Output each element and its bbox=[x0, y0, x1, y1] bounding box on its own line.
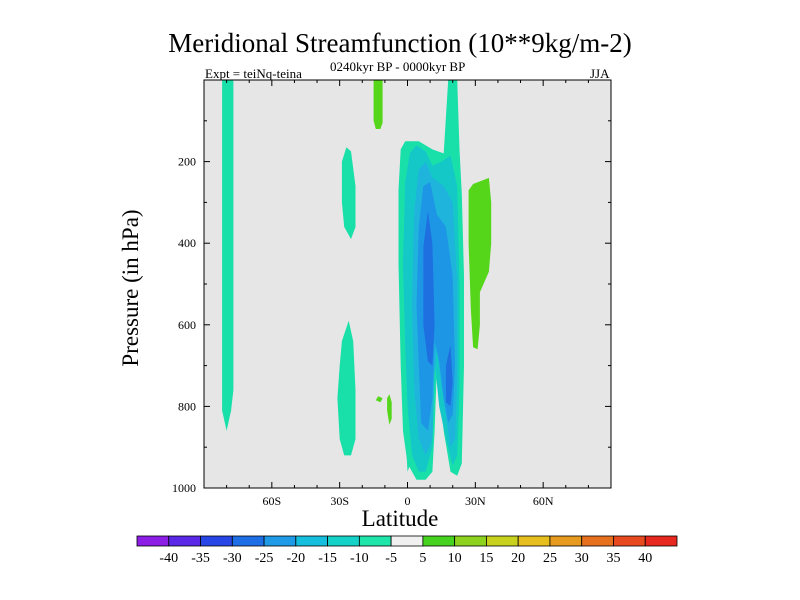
colorbar-label: -25 bbox=[255, 551, 274, 566]
colorbar-label: 40 bbox=[638, 551, 652, 566]
x-tick-label: 60S bbox=[262, 494, 281, 508]
colorbar-box bbox=[390, 535, 424, 547]
colorbar-box bbox=[454, 535, 487, 547]
colorbar-label: -30 bbox=[223, 551, 242, 566]
contour-region bbox=[445, 345, 453, 407]
colorbar-box bbox=[613, 535, 646, 547]
colorbar-box bbox=[168, 535, 201, 547]
colorbar-box bbox=[200, 535, 233, 547]
chart-subtitle-period: 0240kyr BP - 0000kyr BP bbox=[330, 59, 466, 74]
colorbar-label: 15 bbox=[479, 551, 493, 566]
colorbar-box bbox=[231, 535, 265, 547]
y-tick-label: 1000 bbox=[172, 481, 196, 495]
colorbar-box bbox=[295, 535, 328, 547]
colorbar-label: 35 bbox=[606, 551, 620, 566]
colorbar-box bbox=[327, 535, 360, 547]
contour-region bbox=[222, 80, 234, 431]
x-tick-label: 30S bbox=[330, 494, 349, 508]
chart-subtitle-season: JJA bbox=[590, 66, 610, 81]
colorbar-box bbox=[422, 535, 456, 547]
contour-region bbox=[375, 396, 383, 403]
y-tick-label: 600 bbox=[178, 318, 196, 332]
contour-region bbox=[423, 210, 435, 366]
colorbar-label: 10 bbox=[448, 551, 462, 566]
contour-region bbox=[387, 394, 392, 425]
colorbar-label: -10 bbox=[350, 551, 369, 566]
chart-title: Meridional Streamfunction (10**9kg/m-2) bbox=[168, 28, 632, 58]
colorbar-label: -5 bbox=[385, 551, 397, 566]
colorbar-box bbox=[263, 535, 297, 547]
colorbar-label: -15 bbox=[318, 551, 337, 566]
y-tick-label: 400 bbox=[178, 236, 196, 250]
x-axis-label: Latitude bbox=[361, 506, 439, 531]
colorbar-box bbox=[549, 535, 583, 547]
colorbar: -40 -35 -30 -25 -20 -15 -10 -5 5 10 15 20 25 30 35 40 bbox=[136, 535, 678, 566]
colorbar-label: 20 bbox=[511, 551, 525, 566]
contour-region bbox=[373, 80, 383, 129]
contour-regions bbox=[222, 80, 492, 480]
colorbar-box bbox=[486, 535, 519, 547]
colorbar-box bbox=[358, 535, 392, 547]
contour-region bbox=[341, 147, 356, 240]
y-tick-label: 200 bbox=[178, 155, 196, 169]
colorbar-box bbox=[136, 535, 170, 547]
x-axis-ticks: 60S 30S 0 30N 60N bbox=[226, 80, 589, 508]
x-tick-label: 60N bbox=[533, 494, 554, 508]
colorbar-box bbox=[581, 535, 614, 547]
contour-region bbox=[468, 177, 492, 350]
y-axis-ticks: 200 400 600 800 1000 bbox=[172, 120, 611, 495]
colorbar-label: 25 bbox=[543, 551, 557, 566]
contour-region bbox=[337, 320, 356, 456]
y-tick-label: 800 bbox=[178, 399, 196, 413]
x-tick-label: 30N bbox=[465, 494, 486, 508]
colorbar-box bbox=[644, 535, 678, 547]
colorbar-label: 5 bbox=[419, 551, 426, 566]
chart-subtitle-experiment: Expt = teiNq-teina bbox=[205, 66, 302, 81]
colorbar-label: 30 bbox=[575, 551, 589, 566]
colorbar-label: -40 bbox=[159, 551, 178, 566]
colorbar-label: -35 bbox=[191, 551, 210, 566]
colorbar-box bbox=[517, 535, 551, 547]
colorbar-label: -20 bbox=[286, 551, 305, 566]
x-tick-label: 0 bbox=[405, 494, 411, 508]
